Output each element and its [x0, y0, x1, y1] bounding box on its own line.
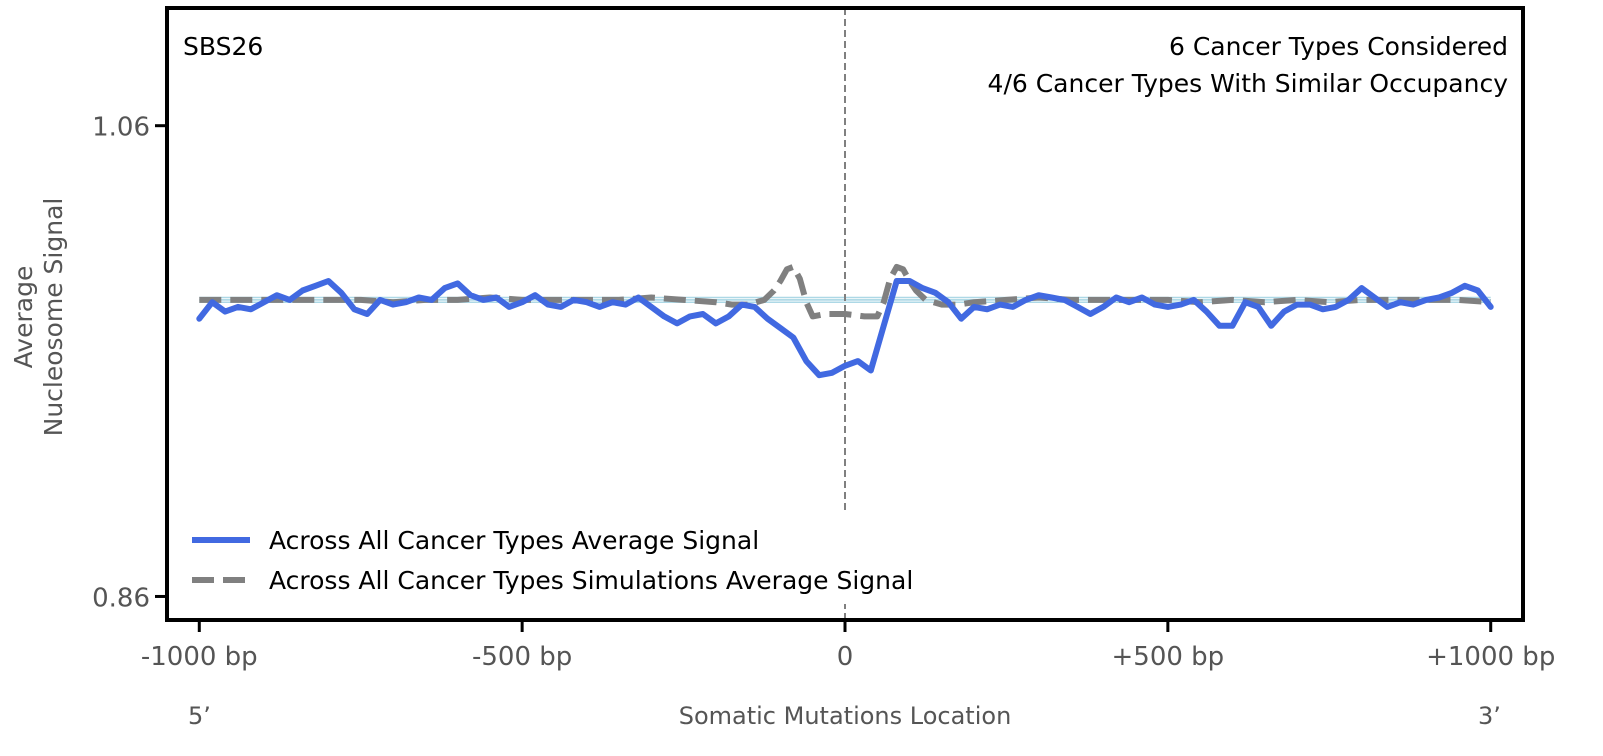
five-prime-label: 5’ [188, 702, 211, 730]
x-axis-ticks: -1000 bp -500 bp 0 +500 bp +1000 bp [141, 620, 1555, 672]
x-tick-label-0: -1000 bp [141, 642, 258, 672]
y-axis-label: Average Nucleosome Signal [9, 198, 68, 437]
annotation-cancer-types-considered: 6 Cancer Types Considered [1169, 32, 1508, 61]
legend: Across All Cancer Types Average Signal A… [178, 514, 978, 604]
x-tick-label-4: +1000 bp [1426, 642, 1555, 672]
legend-box [178, 514, 978, 604]
observed-average-line [196, 278, 1494, 379]
x-tick-label-1: -500 bp [472, 642, 572, 672]
x-axis-label: Somatic Mutations Location [679, 702, 1012, 730]
annotation-similar-occupancy: 4/6 Cancer Types With Similar Occupancy [988, 69, 1509, 98]
x-tick-label-3: +500 bp [1112, 642, 1225, 672]
legend-label-simulated: Across All Cancer Types Simulations Aver… [269, 566, 913, 595]
y-tick-label-0: 1.06 [92, 113, 150, 143]
y-axis-ticks: 1.06 0.86 [92, 113, 167, 613]
y-tick-label-1: 0.86 [92, 583, 150, 613]
y-axis-label-line-1: Average [9, 266, 38, 369]
x-tick-label-2: 0 [837, 642, 854, 672]
three-prime-label: 3’ [1478, 702, 1501, 730]
series-lines [196, 263, 1494, 379]
signature-label: SBS26 [183, 32, 263, 61]
legend-label-observed: Across All Cancer Types Average Signal [269, 526, 759, 555]
y-axis-label-line-2: Nucleosome Signal [39, 198, 68, 437]
